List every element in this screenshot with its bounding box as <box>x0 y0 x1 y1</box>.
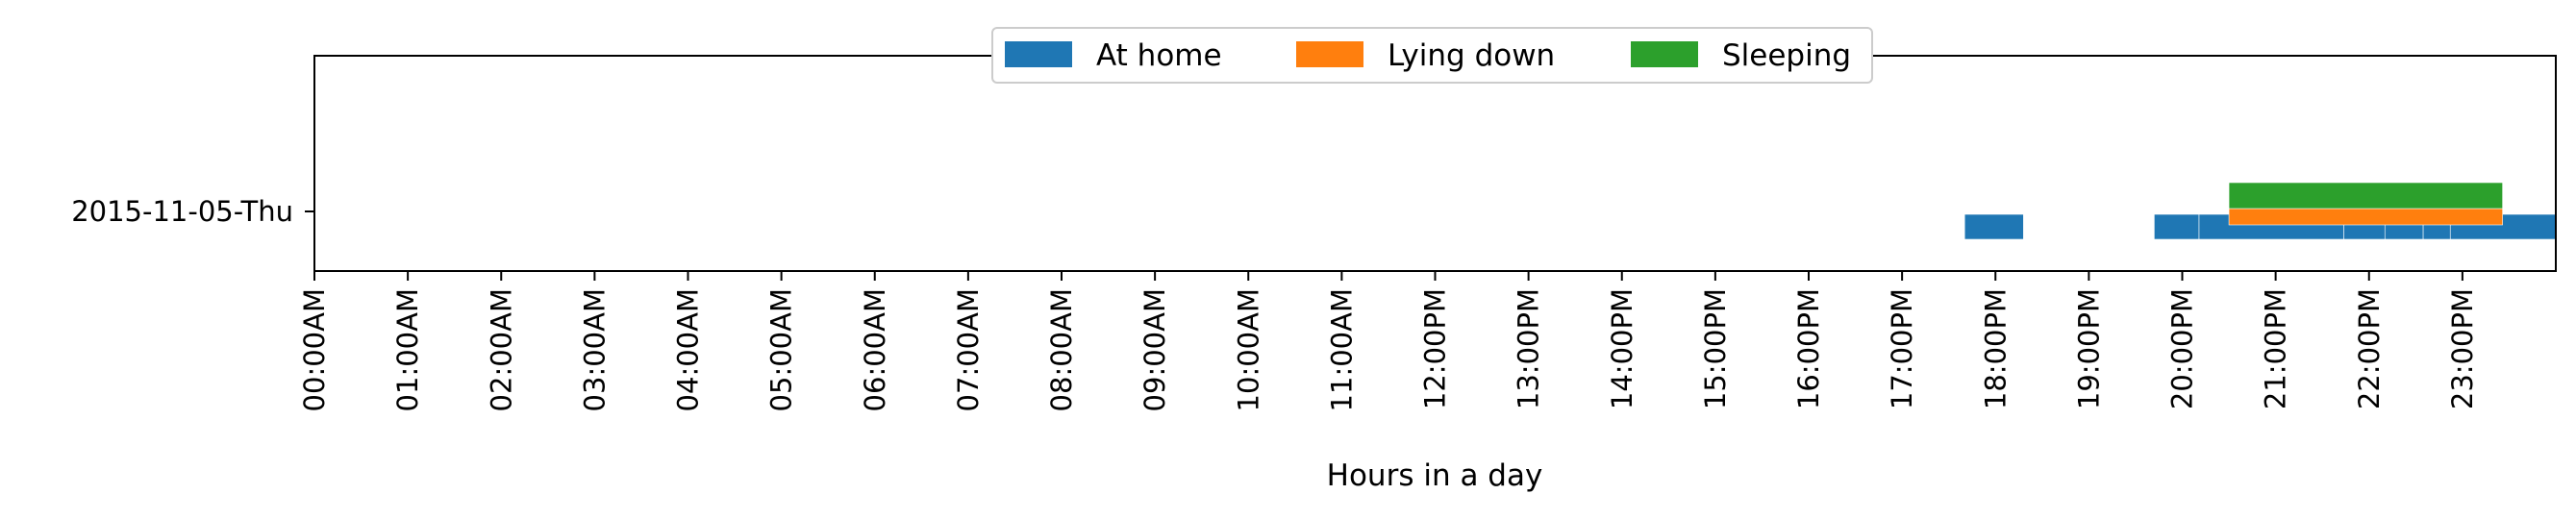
legend-swatch-at-home <box>1005 41 1072 67</box>
legend-swatch-lying-down <box>1296 41 1363 67</box>
x-tick-label-18: 18:00PM <box>1979 288 2012 409</box>
x-tick-label-20: 20:00PM <box>2166 288 2199 409</box>
x-tick-label-14: 14:00PM <box>1606 288 1638 409</box>
x-tick-label-22: 22:00PM <box>2353 288 2386 409</box>
x-tick-label-15: 15:00PM <box>1699 288 1732 409</box>
x-tick-label-1: 01:00AM <box>391 288 424 411</box>
bar-at-home-0 <box>1963 213 2024 240</box>
legend: At home Lying down Sleeping <box>991 27 1873 84</box>
x-tick-label-11: 11:00AM <box>1325 288 1358 411</box>
x-tick-label-13: 13:00PM <box>1513 288 1545 409</box>
x-tick-label-21: 21:00PM <box>2260 288 2292 409</box>
bar-lying-down-0 <box>2228 208 2503 226</box>
x-tick-label-10: 10:00AM <box>1232 288 1264 411</box>
y-tick-label-0: 2015-11-05-Thu <box>71 195 293 228</box>
x-tick-label-2: 02:00AM <box>485 288 517 411</box>
x-tick-label-23: 23:00PM <box>2446 288 2479 409</box>
bar-sleeping-0 <box>2228 182 2503 210</box>
x-axis: 00:00AM 01:00AM 02:00AM 03:00AM 04:00AM 05:00… <box>298 271 2479 411</box>
y-axis: 2015-11-05-Thu <box>71 195 314 228</box>
legend-label-sleeping: Sleeping <box>1722 38 1851 73</box>
legend-label-lying-down: Lying down <box>1388 38 1555 73</box>
bars-layer <box>1963 182 2557 240</box>
x-tick-label-0: 00:00AM <box>298 288 331 411</box>
legend-label-at-home: At home <box>1096 38 1222 73</box>
x-tick-label-4: 04:00AM <box>672 288 705 411</box>
x-tick-label-9: 09:00AM <box>1138 288 1171 411</box>
x-tick-label-19: 19:00PM <box>2072 288 2105 409</box>
x-axis-label: Hours in a day <box>1327 458 1543 493</box>
x-tick-label-12: 12:00PM <box>1419 288 1452 409</box>
bar-at-home-1 <box>2154 213 2200 240</box>
x-tick-label-6: 06:00AM <box>859 288 891 411</box>
x-tick-label-7: 07:00AM <box>952 288 985 411</box>
x-tick-label-8: 08:00AM <box>1045 288 1078 411</box>
x-tick-label-16: 16:00PM <box>1792 288 1825 409</box>
x-tick-label-5: 05:00AM <box>765 288 798 411</box>
legend-swatch-sleeping <box>1631 41 1698 67</box>
x-tick-label-3: 03:00AM <box>578 288 611 411</box>
x-tick-label-17: 17:00PM <box>1886 288 1918 409</box>
